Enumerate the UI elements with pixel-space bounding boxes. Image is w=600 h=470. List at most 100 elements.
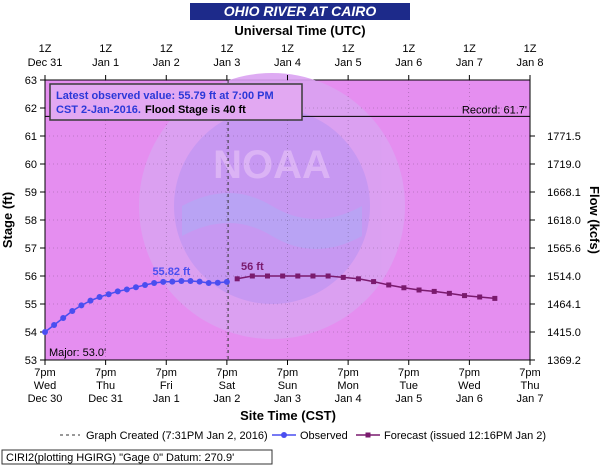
x-tick-time: 7pm: [156, 367, 177, 379]
y-tick-label: 56: [25, 271, 37, 283]
top-tick-time: 1Z: [39, 43, 52, 55]
observed-peak-label: 55.82 ft: [152, 266, 190, 278]
legend: Graph Created (7:31PM Jan 2, 2016) Obser…: [60, 430, 546, 442]
forecast-point: [462, 293, 468, 299]
flood-stage-text: Flood Stage is 40 ft: [145, 104, 246, 116]
top-tick-time: 1Z: [524, 43, 537, 55]
x-tick-date: Jan 3: [274, 393, 301, 405]
observed-point: [78, 302, 85, 309]
flow-tick-label: 1464.1: [547, 299, 581, 311]
x-tick-date: Dec 31: [88, 393, 123, 405]
top-tick-time: 1Z: [402, 43, 415, 55]
top-axis: 1Z Dec 31 1Z Jan 1 1Z Jan 2 1Z Jan 3 1Z Jan 4 1Z Ja…: [28, 43, 543, 80]
y-right-label: Flow (kcfs): [587, 186, 600, 254]
x-tick-time: 7pm: [34, 367, 55, 379]
record-label: Record: 61.7': [462, 104, 527, 116]
observed-point: [69, 308, 76, 314]
forecast-point: [280, 273, 286, 279]
forecast-point: [325, 273, 331, 279]
top-tick-date: Jan 4: [274, 57, 301, 69]
observed-point: [96, 294, 103, 300]
latest-value-box: [49, 83, 303, 121]
forecast-peak-label: 56 ft: [241, 261, 264, 273]
y-tick-label: 59: [25, 187, 37, 199]
x-tick-day: Wed: [458, 380, 480, 392]
x-tick-day: Wed: [34, 380, 56, 392]
observed-point: [105, 291, 112, 298]
top-tick-date: Jan 1: [92, 57, 119, 69]
x-tick-time: 7pm: [337, 367, 358, 379]
forecast-point: [446, 290, 452, 296]
forecast-point: [431, 288, 437, 294]
top-axis-title: Universal Time (UTC): [234, 23, 365, 38]
observed-point: [187, 278, 194, 285]
forecast-point: [416, 287, 422, 293]
x-tick-date: Jan 6: [456, 393, 483, 405]
forecast-point: [264, 273, 270, 279]
y-tick-label: 62: [25, 103, 37, 115]
right-axis: 1369.2 1415.0 1464.1 1514.0 1565.6 1618.0 1668…: [530, 131, 581, 367]
top-tick-date: Jan 3: [213, 57, 240, 69]
legend-forecast-label: Forecast (issued 12:16PM Jan 2): [384, 430, 546, 442]
flow-tick-label: 1514.0: [547, 271, 581, 283]
x-tick-date: Jan 1: [153, 393, 180, 405]
y-tick-label: 57: [25, 243, 37, 255]
x-tick-date: Jan 2: [213, 393, 240, 405]
forecast-point: [310, 273, 316, 279]
noaa-watermark: NOAA: [139, 73, 405, 339]
x-tick-time: 7pm: [398, 367, 419, 379]
y-tick-label: 58: [25, 215, 37, 227]
flow-tick-label: 1668.1: [547, 187, 581, 199]
forecast-line: [237, 275, 495, 300]
noaa-bird-icon: [182, 193, 362, 249]
flow-tick-label: 1369.2: [547, 355, 581, 367]
observed-point: [196, 278, 203, 285]
flow-tick-label: 1415.0: [547, 327, 581, 339]
top-tick-date: Jan 7: [456, 57, 483, 69]
observed-point: [223, 278, 230, 285]
x-tick-time: 7pm: [519, 367, 540, 379]
x-tick-time: 7pm: [95, 367, 116, 379]
y-tick-label: 60: [25, 159, 37, 171]
x-tick-time: 7pm: [277, 367, 298, 379]
observed-point: [87, 297, 94, 304]
y-tick-label: 63: [25, 75, 37, 87]
observed-point: [123, 286, 130, 293]
forecast-point: [234, 276, 240, 282]
grid-lines: [45, 80, 530, 360]
latest-value-line1: Latest observed value: 55.79 ft at 7:00 …: [56, 90, 274, 102]
observed-point: [60, 315, 67, 321]
latest-value-line2: CST 2-Jan-2016. Flood Stage is 40 ft: [56, 104, 246, 116]
forecast-point: [477, 294, 483, 300]
y-tick-label: 53: [25, 355, 37, 367]
y-left-label: Stage (ft): [0, 192, 15, 248]
forecast-point: [371, 279, 377, 285]
flow-tick-label: 1719.0: [547, 159, 581, 171]
flow-tick-label: 1771.5: [547, 131, 581, 143]
x-tick-time: 7pm: [459, 367, 480, 379]
x-tick-time: 7pm: [216, 367, 237, 379]
top-tick-time: 1Z: [342, 43, 355, 55]
observed-series: [42, 278, 230, 335]
x-tick-day: Thu: [96, 380, 115, 392]
y-tick-label: 55: [25, 299, 37, 311]
legend-forecast-marker: [365, 432, 371, 438]
x-tick-date: Jan 4: [335, 393, 362, 405]
footer-box: [1, 449, 273, 465]
top-tick-date: Jan 2: [153, 57, 180, 69]
y-tick-label: 61: [25, 131, 37, 143]
observed-point: [160, 278, 167, 285]
title-bar: [190, 3, 410, 20]
footer-text: CIRI2(plotting HGIRG) "Gage 0" Datum: 27…: [6, 452, 234, 464]
legend-created-label: Graph Created (7:31PM Jan 2, 2016): [86, 430, 268, 442]
x-tick-date: Jan 5: [395, 393, 422, 405]
left-axis: 53 54 55 56 57 58 59 60 61 62 63: [25, 75, 45, 367]
top-tick-time: 1Z: [160, 43, 173, 55]
forecast-series: [234, 273, 498, 301]
x-tick-day: Sat: [219, 380, 236, 392]
observed-point: [151, 280, 158, 286]
top-tick-time: 1Z: [281, 43, 294, 55]
observed-point: [214, 279, 221, 286]
